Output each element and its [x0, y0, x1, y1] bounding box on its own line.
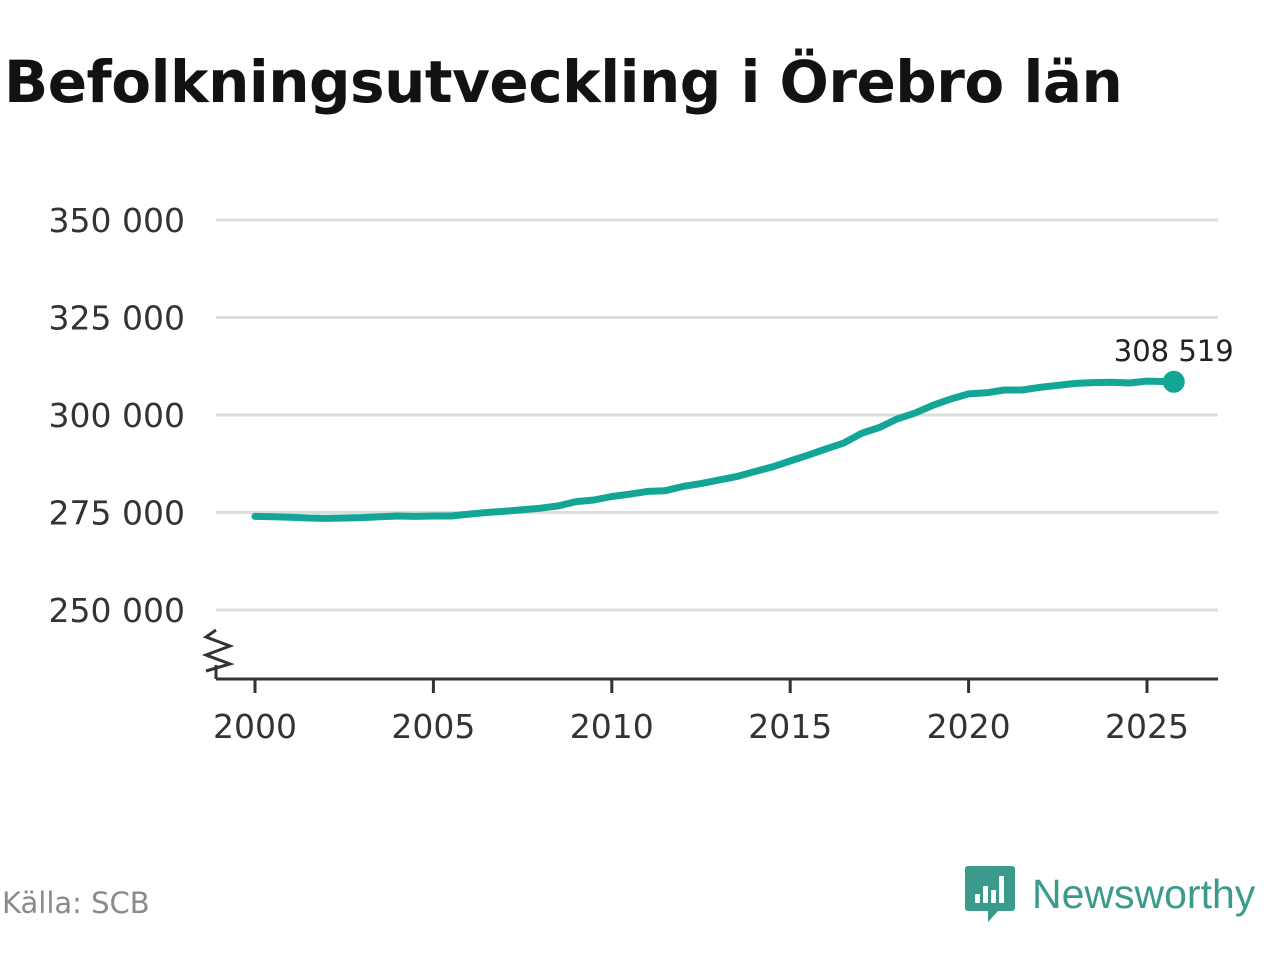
series-line-0 [251, 377, 1178, 522]
axes [201, 628, 1218, 681]
x-tick-label: 2020 [927, 707, 1011, 746]
y-tick-label: 350 000 [49, 201, 185, 240]
x-tick-label: 2010 [570, 707, 654, 746]
plot-area: 308 519 [251, 334, 1234, 522]
end-value-label: 308 519 [1114, 334, 1234, 368]
y-tick-label: 325 000 [49, 299, 185, 338]
brand[interactable]: Newsworthy [964, 864, 1255, 924]
chart-title: Befolkningsutveckling i Örebro län [4, 48, 1123, 116]
x-tick-label: 2015 [748, 707, 832, 746]
x-tick-label: 2005 [391, 707, 475, 746]
axis-break-icon [201, 628, 235, 673]
x-tick-label: 2025 [1105, 707, 1189, 746]
y-tick-label: 300 000 [49, 396, 185, 435]
y-tick-label: 250 000 [49, 591, 185, 630]
x-tick-label: 2000 [213, 707, 297, 746]
x-axis-ticks: 2000 2005 2010 2015 2020 2025 [213, 679, 1189, 746]
brand-name: Newsworthy [1032, 870, 1256, 917]
newsworthy-logo-icon [965, 866, 1015, 922]
y-tick-label: 275 000 [49, 494, 185, 533]
y-axis-ticks: 250 000 275 000 300 000 325 000 350 000 [49, 201, 185, 630]
source-note: Källa: SCB [2, 886, 150, 920]
gridlines [216, 218, 1218, 612]
end-point-marker [1162, 370, 1185, 393]
